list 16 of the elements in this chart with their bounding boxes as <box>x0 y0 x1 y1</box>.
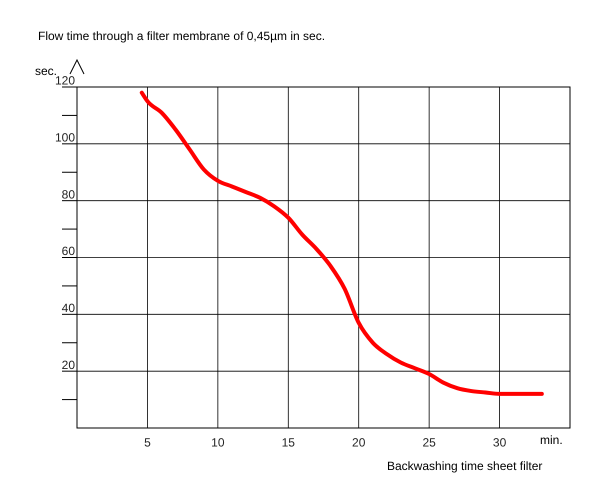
x-axis-title: min. <box>540 433 563 447</box>
y-tick-label: 20 <box>62 358 76 372</box>
x-tick-label: 10 <box>211 436 225 450</box>
x-tick-label: 20 <box>352 436 366 450</box>
y-tick-label: 100 <box>54 130 76 144</box>
y-tick-label: 80 <box>62 187 76 202</box>
x-tick-label: 5 <box>144 436 152 450</box>
x-tick-label: 30 <box>492 436 507 450</box>
text: Backwashing time sheet filter <box>387 459 542 473</box>
chart-title: Flow time through a filter membrane of 0,45µm in sec. <box>38 29 326 43</box>
y-tick-label: 120 <box>54 74 76 88</box>
x-tick-label: 15 <box>282 436 296 450</box>
y-tick-label: 40 <box>62 300 76 315</box>
y-axis-title: sec. <box>35 64 58 78</box>
x-tick-label: 25 <box>422 436 436 450</box>
y-tick-label: 60 <box>62 244 76 258</box>
